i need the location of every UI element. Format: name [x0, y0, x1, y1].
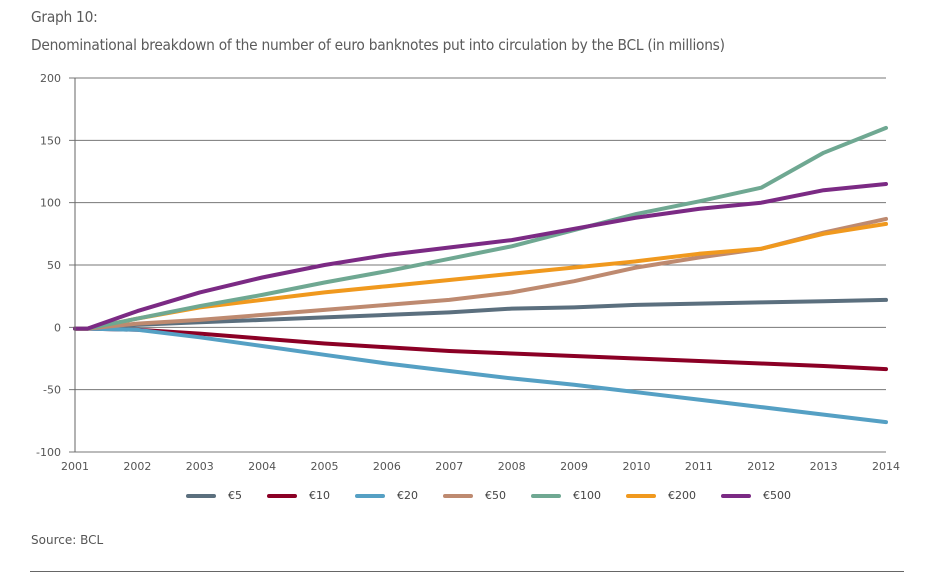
x-tick-label: 2014 — [872, 460, 900, 473]
legend-swatch — [626, 493, 656, 498]
legend-swatch — [267, 493, 297, 498]
legend-item: €50 — [443, 489, 506, 502]
series-line-eur200 — [73, 221, 888, 331]
x-tick-label: 2003 — [186, 460, 214, 473]
legend-swatch — [721, 493, 751, 498]
x-tick-label: 2004 — [248, 460, 276, 473]
legend-label: €10 — [309, 489, 330, 502]
legend-swatch — [186, 493, 216, 498]
series-line-eur100 — [73, 125, 888, 331]
x-tick-label: 2010 — [622, 460, 650, 473]
legend-label: €5 — [228, 489, 242, 502]
legend-item: €100 — [531, 489, 601, 502]
y-tick-label: -100 — [36, 446, 61, 459]
y-tick-label: 100 — [40, 197, 61, 210]
y-tick-label: 200 — [40, 72, 61, 85]
legend-label: €20 — [397, 489, 418, 502]
legend-swatch — [443, 493, 473, 498]
graph-number: Graph 10: — [31, 8, 98, 26]
legend-item: €5 — [186, 489, 242, 502]
series-lines — [73, 125, 888, 425]
series-line-eur5 — [73, 297, 888, 331]
legend-swatch — [531, 493, 561, 498]
series-line-eur20 — [73, 326, 888, 425]
legend-item: €20 — [355, 489, 418, 502]
legend: €5 €10 €20 €50 €100 €200 €500 — [186, 489, 816, 502]
legend-item: €500 — [721, 489, 791, 502]
x-tick-label: 2011 — [685, 460, 713, 473]
legend-label: €500 — [763, 489, 791, 502]
legend-label: €100 — [573, 489, 601, 502]
x-tick-label: 2002 — [123, 460, 151, 473]
x-tick-label: 2013 — [810, 460, 838, 473]
line-chart: -100 -50 0 50 100 150 200 2001 2002 2003 2004 2005… — [36, 72, 900, 473]
series-line-eur500 — [73, 182, 888, 331]
y-tick-label: 150 — [40, 134, 61, 147]
legend-label: €200 — [668, 489, 696, 502]
legend-item: €10 — [267, 489, 330, 502]
legend-label: €50 — [485, 489, 506, 502]
source-note: Source: BCL — [31, 533, 104, 547]
legend-item: €200 — [626, 489, 696, 502]
x-tick-label: 2007 — [435, 460, 463, 473]
x-tick-label: 2001 — [61, 460, 89, 473]
y-tick-label: -50 — [43, 384, 61, 397]
gridlines — [69, 77, 886, 453]
x-tick-label: 2012 — [747, 460, 775, 473]
x-tick-label: 2009 — [560, 460, 588, 473]
x-axis-ticks: 2001 2002 2003 2004 2005 2006 2007 2008 2009 2010… — [61, 460, 900, 473]
legend-swatch — [355, 493, 385, 498]
x-tick-label: 2005 — [311, 460, 339, 473]
y-axis-ticks: -100 -50 0 50 100 150 200 — [36, 72, 61, 459]
series-line-eur10 — [73, 326, 888, 372]
y-tick-label: 0 — [54, 321, 61, 334]
footer-divider — [30, 571, 904, 572]
x-tick-label: 2006 — [373, 460, 401, 473]
x-tick-label: 2008 — [498, 460, 526, 473]
chart-title: Denominational breakdown of the number o… — [31, 36, 725, 54]
y-tick-label: 50 — [47, 259, 61, 272]
